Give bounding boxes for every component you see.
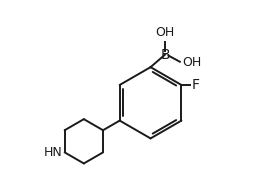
Text: OH: OH [155,26,175,39]
Text: OH: OH [182,56,201,69]
Text: B: B [160,48,170,62]
Text: F: F [192,78,199,92]
Text: HN: HN [44,146,62,159]
